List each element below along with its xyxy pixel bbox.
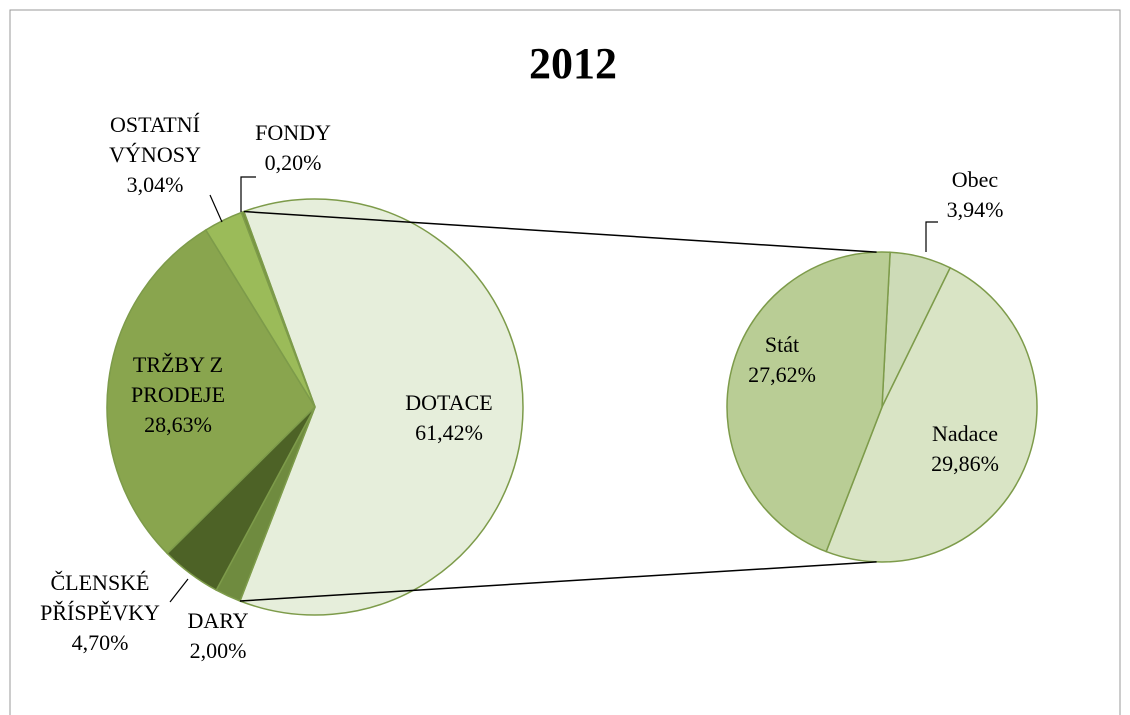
slice-value-label: 29,86% [931, 451, 999, 476]
chart-frame [9, 9, 1121, 715]
pie-slice [825, 266, 1038, 563]
slice-value-label: 0,20% [265, 150, 322, 175]
slice-value-label: 4,70% [72, 630, 129, 655]
leader-line [209, 194, 223, 223]
connector-line [239, 561, 877, 602]
slice-value-label: 3,04% [127, 172, 184, 197]
slice-value-label: 28,63% [144, 412, 212, 437]
slice-label: Stát [765, 332, 799, 357]
pie-slice [106, 228, 316, 555]
chart-title: 2012 [529, 39, 617, 88]
slice-value-label: 27,62% [748, 362, 816, 387]
slice-label: FONDY [255, 120, 331, 145]
slice-label: DARY [187, 608, 248, 633]
slice-label: Nadace [932, 421, 998, 446]
slice-label: TRŽBY Z PRODEJE [131, 352, 225, 407]
slice-value-label: 61,42% [415, 420, 483, 445]
slice-label: ČLENSKÉ PŘÍSPĚVKY [40, 570, 160, 625]
leader-line [169, 578, 189, 603]
pie-slice [239, 198, 524, 616]
slice-label: Obec [952, 167, 999, 192]
slice-label: DOTACE [405, 390, 492, 415]
slice-value-label: 2,00% [190, 638, 247, 663]
leader-line [925, 221, 938, 252]
pie-slice [240, 210, 316, 408]
pie-slice [726, 251, 891, 553]
connector-line [243, 210, 877, 253]
leader-line [240, 176, 256, 212]
slice-value-label: 3,94% [947, 197, 1004, 222]
slice-label: OSTATNÍ VÝNOSY [109, 112, 201, 167]
